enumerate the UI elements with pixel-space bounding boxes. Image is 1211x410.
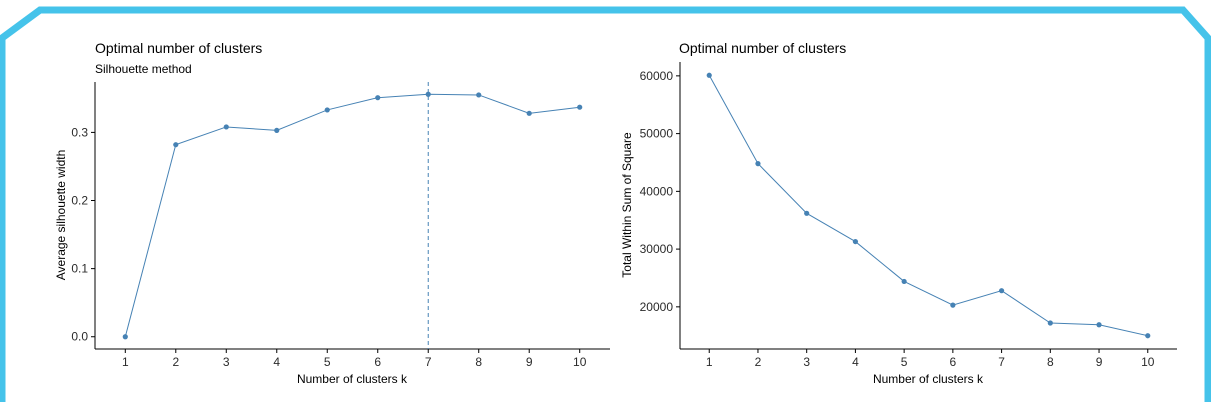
series-line: [124, 93, 580, 337]
y-tick-label: 30000: [640, 242, 674, 256]
x-tick-label: 5: [901, 355, 908, 369]
y-axis-label: Total Within Sum of Square: [620, 132, 634, 278]
x-tick-label: 9: [1096, 355, 1103, 369]
x-tick-label: 1: [706, 355, 713, 369]
data-point: [425, 91, 431, 97]
x-axis-label: Number of clusters k: [297, 372, 408, 386]
x-axis-label: Number of clusters k: [873, 372, 984, 386]
frame-border: [0, 6, 1211, 402]
x-tick-label: 5: [324, 355, 331, 369]
x-tick-label: 7: [425, 355, 432, 369]
x-tick-label: 6: [950, 355, 957, 369]
chart-title: Optimal number of clusters: [679, 40, 846, 56]
x-tick-label: 3: [803, 355, 810, 369]
data-point: [706, 72, 712, 78]
data-point: [324, 107, 330, 113]
data-point: [852, 238, 859, 245]
y-tick-label: 0.0: [71, 330, 88, 344]
x-tick-label: 4: [852, 355, 859, 369]
x-tick-label: 9: [526, 355, 533, 369]
data-point: [122, 334, 128, 340]
x-tick-label: 10: [1141, 355, 1155, 369]
elbow-chart-panel: Optimal number of clusters 20000 30000 400…: [620, 40, 1177, 386]
x-tick-label: 8: [475, 355, 482, 369]
data-point: [526, 110, 532, 116]
data-point: [1145, 333, 1151, 339]
data-point: [804, 210, 810, 216]
x-tick-label: 1: [122, 355, 129, 369]
x-tick-label: 8: [1047, 355, 1054, 369]
data-point: [755, 161, 761, 167]
y-axis-label: Average silhouette width: [54, 150, 68, 281]
data-point: [950, 302, 956, 308]
data-point: [274, 127, 280, 133]
y-tick-label: 0.3: [71, 125, 88, 139]
x-tick-label: 2: [172, 355, 179, 369]
data-point: [173, 142, 179, 148]
y-tick-label: 50000: [640, 127, 674, 141]
x-tick-label: 7: [998, 355, 1005, 369]
y-tick-label: 0.1: [71, 262, 88, 276]
data-point: [375, 95, 381, 101]
data-point: [901, 278, 907, 285]
y-tick-label: 40000: [640, 184, 674, 198]
x-tick-label: 4: [273, 355, 280, 369]
series-line: [708, 75, 1148, 337]
data-point: [1096, 322, 1102, 328]
data-point: [577, 104, 583, 110]
x-tick-label: 2: [755, 355, 762, 369]
data-point: [223, 124, 229, 130]
x-tick-label: 10: [573, 355, 587, 369]
y-tick-label: 60000: [640, 69, 674, 83]
data-point: [1047, 320, 1053, 326]
chart-subtitle: Silhouette method: [95, 62, 192, 76]
silhouette-chart-panel: Optimal number of clusters Silhouette me…: [54, 40, 610, 386]
x-tick-label: 3: [223, 355, 230, 369]
x-tick-label: 6: [374, 355, 381, 369]
data-point: [476, 92, 482, 98]
data-point: [998, 288, 1005, 294]
y-tick-label: 20000: [640, 300, 674, 314]
chart-title: Optimal number of clusters: [95, 40, 262, 56]
y-tick-label: 0.2: [71, 194, 88, 208]
